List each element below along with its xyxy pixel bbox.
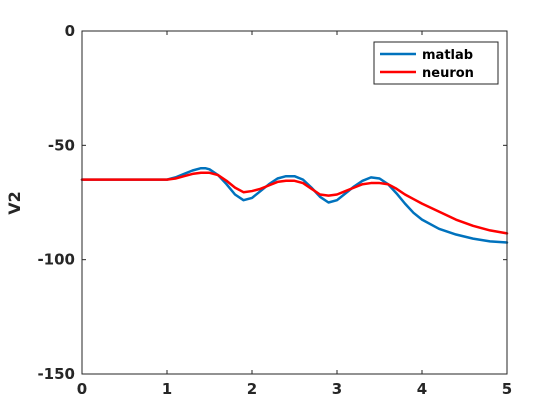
series-layer: [80, 166, 509, 244]
legend-label-matlab: matlab: [422, 48, 473, 63]
legend-box: [373, 41, 499, 85]
y-tick-label: 0: [65, 22, 75, 40]
x-tick-label: 4: [417, 380, 427, 398]
ticks-layer: 0 1 2 3 4 5 -150 -100 -50 0: [37, 22, 512, 398]
y-tick-label: -150: [37, 365, 75, 383]
y-axis-label: V2: [5, 191, 24, 215]
legend-label-neuron: neuron: [422, 66, 474, 81]
x-tick-label: 0: [77, 380, 87, 398]
series-line-neuron: [80, 171, 509, 235]
y-tick-label: -50: [48, 136, 75, 154]
y-tick-label: -100: [37, 251, 75, 269]
x-tick-label: 3: [332, 380, 342, 398]
x-tick-label: 5: [502, 380, 512, 398]
x-tick-label: 1: [162, 380, 172, 398]
series-line-matlab: [80, 166, 509, 244]
axes-box: [81, 30, 508, 375]
legend: matlab neuron: [373, 41, 499, 85]
plot-area: [82, 31, 507, 374]
x-tick-label: 2: [247, 380, 257, 398]
